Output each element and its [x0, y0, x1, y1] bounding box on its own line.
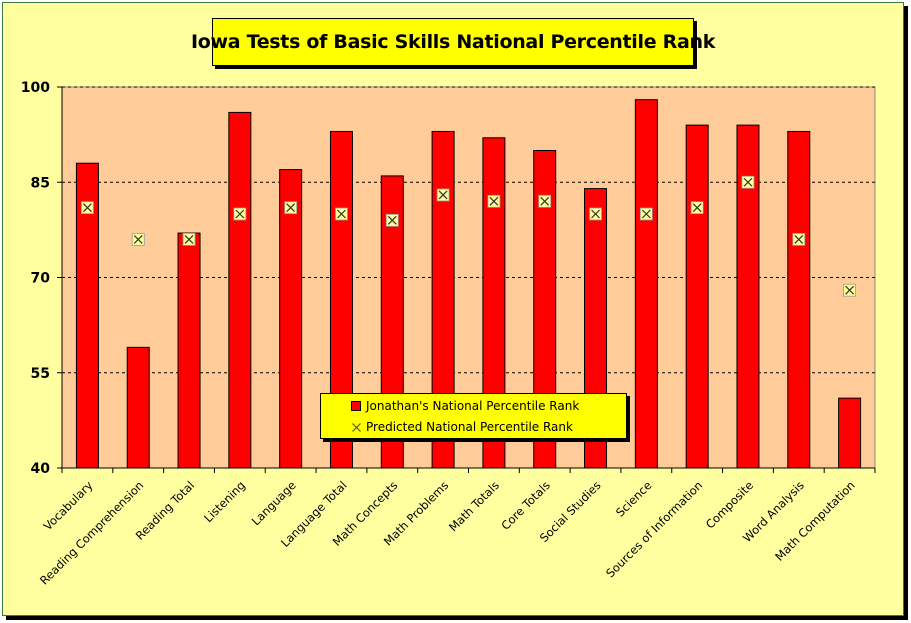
predicted-marker: [284, 201, 298, 215]
predicted-marker: [690, 201, 704, 215]
bar: [685, 124, 709, 469]
legend-x-marker-swatch: [352, 422, 361, 432]
x-category-label: Language: [249, 478, 299, 528]
x-category-label: Reading Comprehension: [37, 478, 146, 587]
chart-title-box: Iowa Tests of Basic Skills National Perc…: [191, 18, 715, 66]
predicted-marker: [589, 207, 602, 221]
predicted-marker: [538, 194, 552, 208]
legend-entry-actual: Jonathan's National Percentile Rank: [351, 399, 579, 413]
bar: [838, 397, 862, 469]
legend: Jonathan's National Percentile Rank Pred…: [320, 393, 627, 439]
x-category-label: Science: [613, 478, 654, 519]
y-tick-label: 100: [21, 80, 50, 96]
bar: [787, 130, 811, 469]
x-category-label: Core Totals: [498, 478, 553, 533]
x-category-label: Vocabulary: [41, 478, 96, 533]
predicted-marker: [487, 194, 501, 208]
legend-label-predicted: Predicted National Percentile Rank: [366, 420, 573, 434]
legend-label-actual: Jonathan's National Percentile Rank: [366, 399, 580, 413]
predicted-marker: [436, 188, 450, 202]
legend-bar-swatch: [351, 401, 361, 411]
axes: [57, 86, 876, 473]
bar: [634, 99, 658, 469]
bar: [279, 169, 303, 469]
legend-entry-predicted: Predicted National Percentile Rank: [351, 420, 573, 434]
predicted-marker: [182, 232, 196, 246]
predicted-marker: [81, 201, 94, 215]
x-category-label: Sources of Information: [603, 478, 705, 580]
predicted-marker: [335, 207, 348, 221]
y-tick-label: 70: [31, 271, 51, 287]
bar: [177, 232, 201, 469]
predicted-marker: [131, 232, 145, 246]
predicted-marker: [741, 175, 755, 189]
predicted-marker: [639, 207, 653, 221]
x-category-label: Math Totals: [446, 478, 502, 534]
chart-title: Iowa Tests of Basic Skills National Perc…: [190, 31, 716, 53]
marker-series: [81, 175, 856, 297]
predicted-marker: [385, 213, 399, 227]
y-axis-tick-labels: 40 55 70 85 100: [21, 80, 50, 477]
predicted-marker: [233, 207, 247, 221]
bar: [126, 346, 150, 469]
y-tick-label: 40: [31, 461, 51, 477]
bar: [228, 111, 252, 469]
x-category-label: Listening: [201, 478, 248, 525]
y-tick-label: 85: [31, 175, 50, 191]
x-category-label: Composite: [703, 478, 756, 531]
predicted-marker: [843, 283, 856, 297]
predicted-marker: [792, 232, 806, 246]
y-tick-label: 55: [31, 366, 50, 382]
